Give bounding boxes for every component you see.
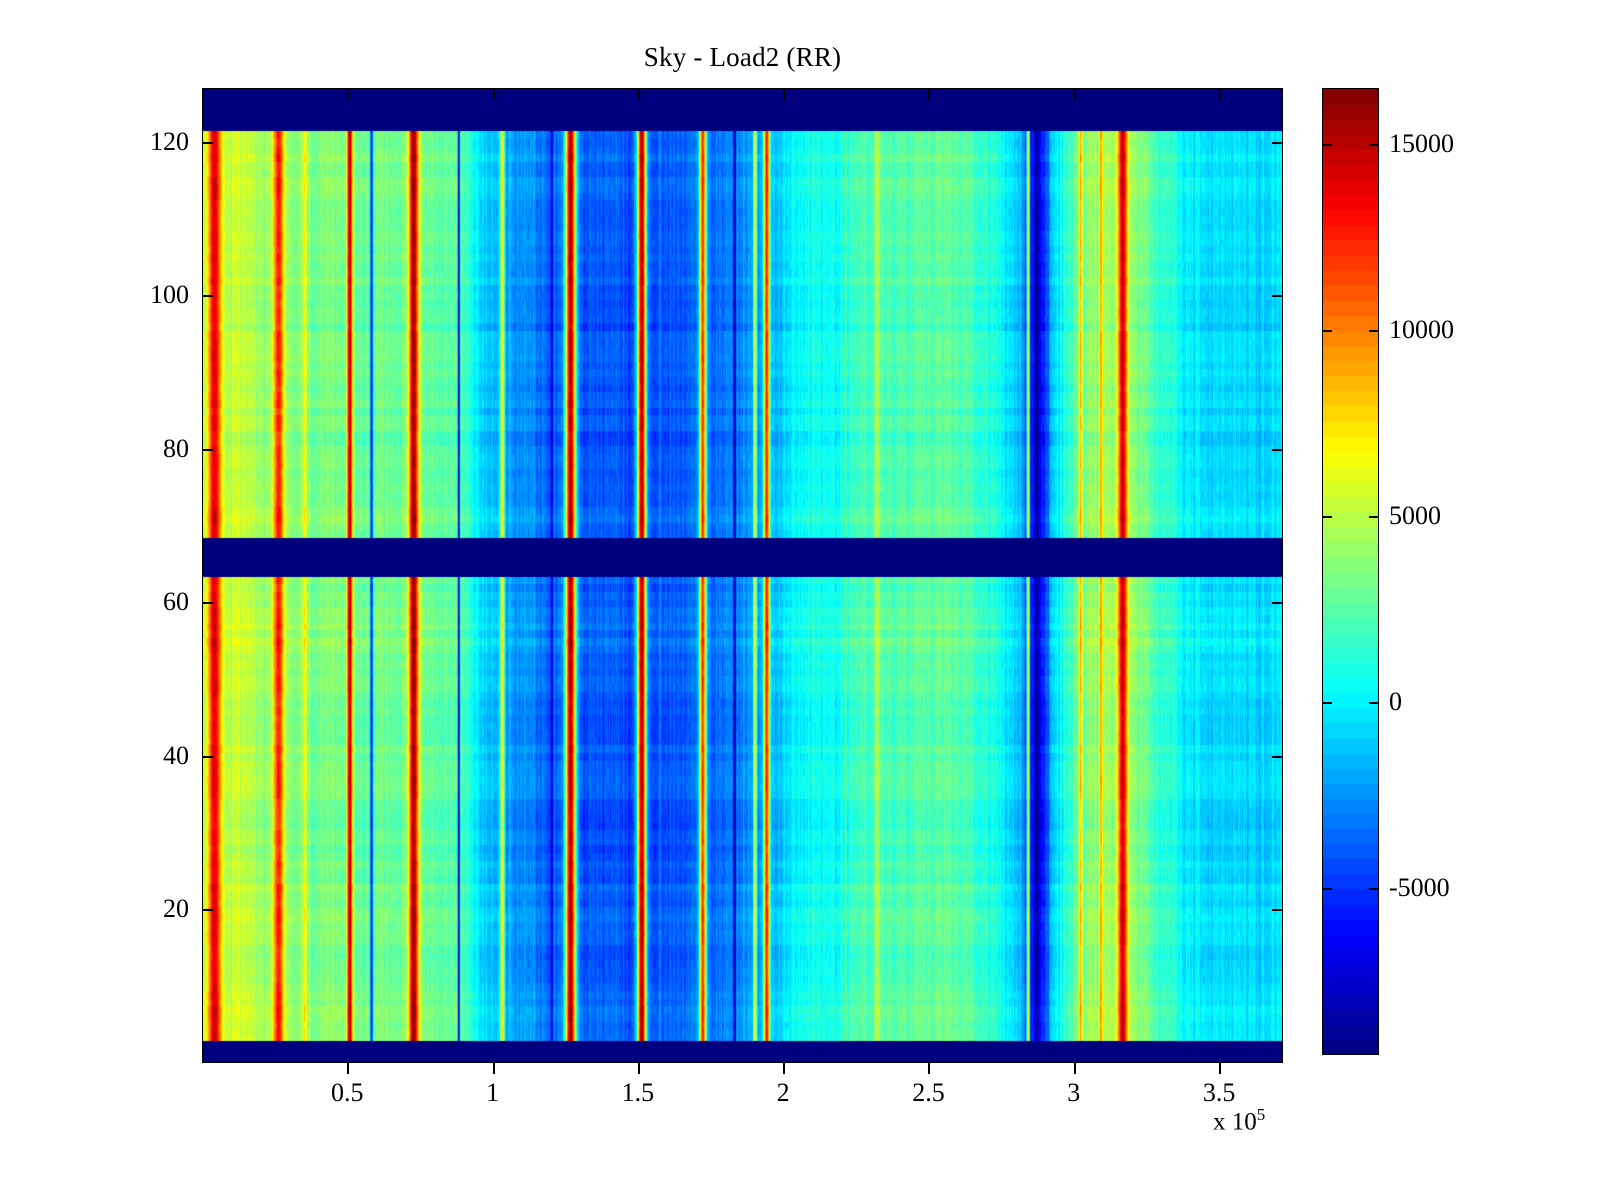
x-tick-mark — [637, 1063, 640, 1074]
x-tick-label: 3 — [1067, 1078, 1081, 1107]
y-tick-mark-right — [1272, 602, 1283, 605]
colorbar-tick-mark-right — [1369, 887, 1379, 890]
y-tick-mark-right — [1272, 448, 1283, 451]
colorbar-tick-mark-right — [1369, 143, 1379, 146]
y-tick-mark-right — [1272, 295, 1283, 298]
x-tick-mark — [492, 1063, 495, 1074]
colorbar-tick-label: -5000 — [1389, 872, 1450, 902]
colorbar-tick-label: 5000 — [1389, 500, 1441, 530]
colorbar-tick-mark — [1322, 701, 1332, 704]
y-tick-label: 20 — [163, 894, 189, 924]
y-tick-mark — [202, 602, 213, 605]
heatmap-image — [203, 89, 1282, 1062]
x-tick-mark — [347, 1063, 350, 1074]
x-tick-mark-top — [1073, 88, 1076, 99]
colorbar-tick-mark-right — [1369, 515, 1379, 518]
y-tick-label: 100 — [150, 280, 189, 310]
x-tick-mark-top — [1219, 88, 1222, 99]
x-axis-exponent-prefix: x 10 — [1213, 1108, 1257, 1136]
x-tick-mark-top — [928, 88, 931, 99]
colorbar-tick-mark-right — [1369, 329, 1379, 332]
x-tick-label: 2 — [776, 1078, 790, 1107]
colorbar-tick-mark — [1322, 515, 1332, 518]
colorbar[interactable] — [1322, 88, 1379, 1055]
colorbar-tick-label: 10000 — [1389, 314, 1454, 344]
colorbar-tick-label: 0 — [1389, 686, 1402, 716]
x-tick-mark-top — [783, 88, 786, 99]
y-tick-label: 80 — [163, 433, 189, 463]
x-tick-mark — [783, 1063, 786, 1074]
y-tick-mark-right — [1272, 755, 1283, 758]
y-tick-label: 40 — [163, 740, 189, 770]
y-tick-label: 60 — [163, 587, 189, 617]
x-tick-label: 2.5 — [912, 1078, 945, 1107]
x-axis-exponent-power: 5 — [1256, 1105, 1266, 1124]
x-tick-mark-top — [347, 88, 350, 99]
colorbar-tick-mark — [1322, 143, 1332, 146]
colorbar-tick-mark-right — [1369, 701, 1379, 704]
y-tick-mark — [202, 141, 213, 144]
colorbar-tick-mark — [1322, 329, 1332, 332]
page-title: Sky - Load2 (RR) — [643, 42, 842, 72]
y-tick-mark-right — [1272, 909, 1283, 912]
x-tick-label: 0.5 — [331, 1078, 364, 1107]
x-tick-label: 3.5 — [1202, 1078, 1236, 1107]
x-tick-mark — [928, 1063, 931, 1074]
x-tick-mark — [1219, 1063, 1222, 1074]
x-axis-exponent: x 105 — [1213, 1105, 1265, 1136]
x-tick-mark-top — [637, 88, 640, 99]
x-tick-mark-top — [492, 88, 495, 99]
y-tick-mark — [202, 448, 213, 451]
y-tick-mark — [202, 755, 213, 758]
y-tick-mark — [202, 295, 213, 298]
colorbar-tick-mark — [1322, 887, 1332, 890]
y-tick-mark — [202, 909, 213, 912]
y-tick-label: 120 — [150, 126, 189, 156]
heatmap-axes[interactable] — [202, 88, 1283, 1063]
colorbar-tick-label: 15000 — [1389, 128, 1454, 158]
x-tick-label: 1 — [486, 1078, 500, 1107]
colorbar-gradient — [1323, 89, 1378, 1054]
y-tick-mark-right — [1272, 141, 1283, 144]
x-tick-label: 1.5 — [621, 1078, 655, 1107]
x-tick-mark — [1073, 1063, 1076, 1074]
